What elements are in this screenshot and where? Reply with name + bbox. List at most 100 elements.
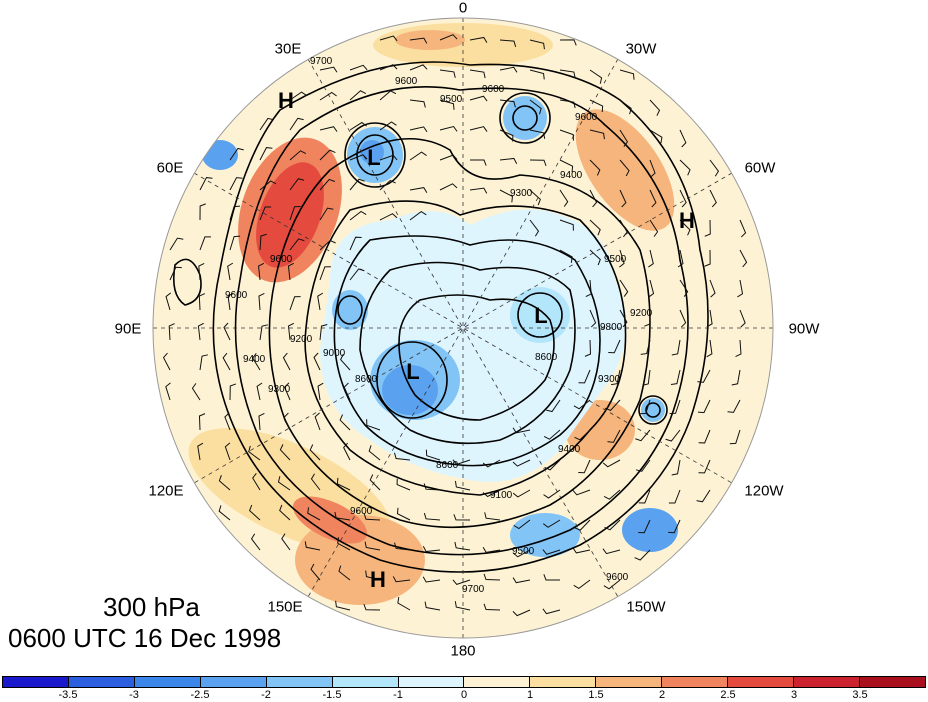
wind-barb — [512, 427, 531, 434]
wind-barb — [424, 601, 441, 611]
wind-barb — [199, 203, 206, 221]
wind-barb — [512, 549, 531, 558]
wind-barb — [529, 189, 541, 206]
contour-label: 9400 — [558, 444, 581, 455]
wind-barb — [589, 129, 605, 140]
wind-barb — [422, 576, 441, 583]
wind-barb — [727, 399, 741, 413]
wind-barb — [589, 189, 598, 208]
wind-barb — [289, 238, 305, 251]
wind-barb — [319, 149, 336, 161]
wind-barb — [559, 129, 574, 141]
wind-barb — [289, 117, 304, 131]
wind-barb — [250, 533, 261, 551]
wind-barb — [397, 597, 411, 611]
wind-barb — [363, 513, 381, 521]
wind-barb — [364, 541, 381, 551]
pressure-center-h-europe: H — [278, 88, 294, 113]
lon-label-180: 180 — [450, 642, 476, 660]
wind-barb — [619, 99, 632, 115]
wind-barb — [259, 117, 274, 131]
wind-barb — [559, 39, 577, 46]
contour-label: 9500 — [512, 546, 535, 557]
wind-barb — [258, 293, 265, 311]
wind-barb — [259, 180, 277, 191]
wind-barb — [482, 546, 501, 553]
wind-barb — [379, 35, 398, 42]
wind-barb — [469, 187, 488, 194]
wind-barb — [635, 429, 651, 442]
contour-label: 9000 — [323, 348, 346, 359]
colorbar-label: 0 — [460, 689, 468, 701]
pressure-center-h-pacific: H — [370, 567, 386, 592]
pressure-center-l-canada: L — [534, 303, 547, 328]
wind-barb — [512, 489, 531, 498]
wind-barb — [169, 237, 184, 251]
wind-barb — [396, 478, 411, 491]
wind-barb — [258, 413, 265, 431]
contour-label: 9600 — [606, 572, 629, 583]
wind-barb — [363, 604, 381, 611]
contour-label: 9300 — [598, 374, 621, 385]
contour-label: 9600 — [575, 112, 598, 123]
colorbar-cell — [464, 677, 531, 687]
wind-barb — [336, 477, 351, 491]
colorbar-label: 2 — [658, 689, 666, 701]
wind-barb — [604, 399, 621, 411]
contour-label: 9100 — [490, 490, 513, 501]
wind-barb — [319, 324, 328, 341]
wind-barb — [469, 36, 488, 43]
wind-barb — [679, 279, 689, 297]
wind-barb — [584, 339, 592, 357]
wind-barb — [409, 151, 427, 161]
wind-barb — [304, 541, 321, 551]
wind-barb — [484, 512, 501, 521]
wind-barb — [229, 205, 241, 221]
colorbar-cell — [398, 677, 465, 687]
wind-barb — [679, 159, 691, 176]
polar-map: H L H L L H 9700 9600 9500 9600 9600 940… — [152, 17, 774, 639]
wind-barb — [229, 383, 237, 401]
colorbar-label: 3.5 — [852, 689, 868, 701]
wind-barb — [314, 412, 321, 431]
wind-barb — [668, 489, 681, 504]
wind-barb — [735, 339, 742, 357]
wind-barb — [287, 322, 295, 341]
wind-barb — [602, 548, 621, 555]
pressure-center-l-scandinavia: L — [367, 145, 380, 170]
wind-barb — [619, 219, 628, 238]
wind-barb — [649, 189, 657, 208]
wind-barb — [483, 573, 501, 581]
wind-barb — [349, 64, 368, 71]
wind-barb — [619, 129, 629, 147]
wind-barb — [289, 296, 301, 311]
wind-barb — [453, 514, 471, 521]
pressure-center-h-atlantic: H — [679, 208, 695, 233]
wind-barb — [668, 519, 681, 534]
wind-barb — [696, 489, 711, 503]
contour-label: 9600 — [482, 84, 505, 95]
wind-barbs — [162, 34, 748, 617]
wind-barb — [559, 69, 576, 79]
wind-barb — [589, 249, 601, 266]
wind-barb — [499, 157, 518, 164]
wind-barb — [349, 210, 367, 221]
wind-barb — [259, 147, 273, 161]
wind-barb — [542, 549, 561, 555]
wind-barb — [439, 99, 455, 110]
wind-barb — [379, 179, 396, 191]
wind-barb — [499, 99, 516, 108]
contour-label: 9600 — [225, 290, 248, 301]
wind-barb — [709, 189, 717, 208]
wind-barb — [543, 429, 561, 440]
contour-label: 9400 — [560, 170, 583, 181]
wind-barb — [394, 542, 411, 551]
wind-barb — [574, 429, 591, 441]
wind-barb — [544, 459, 561, 471]
contour-label: 9300 — [510, 188, 533, 199]
wind-barb — [611, 369, 621, 386]
wind-barb — [737, 279, 744, 298]
lon-label-150e: 150E — [267, 598, 303, 616]
wind-barb — [529, 99, 542, 115]
wind-barb — [423, 483, 441, 491]
